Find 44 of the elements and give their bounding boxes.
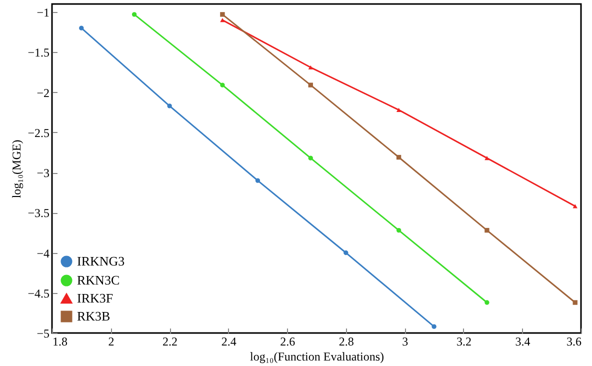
point bbox=[484, 300, 490, 305]
point bbox=[396, 228, 402, 233]
point bbox=[79, 26, 84, 30]
x-tick-label: 2.8 bbox=[338, 334, 354, 348]
point bbox=[132, 12, 137, 17]
legend-label: RK3B bbox=[77, 308, 111, 324]
y-axis-title: log₁₀(MGE) bbox=[10, 140, 24, 198]
point bbox=[167, 104, 172, 108]
legend-label: IRK3F bbox=[77, 290, 114, 306]
y-tick-label: −3.5 bbox=[28, 206, 50, 220]
point bbox=[484, 228, 490, 233]
point bbox=[396, 154, 402, 160]
y-tick-label: −2.5 bbox=[28, 126, 50, 140]
x-tick-label: 2 bbox=[108, 334, 114, 348]
x-tick-label: 3.6 bbox=[566, 334, 582, 348]
y-tick-label: −5 bbox=[36, 326, 50, 340]
point bbox=[432, 324, 436, 329]
point bbox=[396, 108, 402, 112]
x-tick-label: 2.6 bbox=[280, 334, 296, 348]
x-tick-label: 3.4 bbox=[515, 334, 530, 348]
point bbox=[255, 178, 260, 183]
point bbox=[220, 82, 225, 88]
x-tick-label: 3.2 bbox=[456, 334, 472, 348]
x-tick-label: 2.2 bbox=[162, 334, 178, 348]
x-tick-label: 1.8 bbox=[52, 334, 68, 348]
y-tick-label: −2 bbox=[36, 86, 50, 100]
y-tick-label: −1.5 bbox=[28, 46, 50, 60]
x-tick-label: 2.4 bbox=[221, 334, 236, 348]
x-tick-label: 3 bbox=[402, 334, 408, 348]
point bbox=[308, 82, 313, 88]
point bbox=[572, 300, 578, 305]
point bbox=[220, 12, 225, 17]
legend-label: RKN3C bbox=[77, 272, 120, 288]
legend-label: IRKNG3 bbox=[77, 254, 125, 268]
y-tick-label: −4 bbox=[36, 246, 50, 260]
x-axis-title: log₁₀(Function Evaluations) bbox=[250, 350, 384, 364]
y-tick-label: −1 bbox=[36, 6, 50, 20]
point bbox=[484, 156, 490, 160]
point bbox=[344, 250, 348, 256]
point bbox=[308, 65, 313, 70]
point bbox=[220, 18, 225, 22]
y-tick-label: −4.5 bbox=[28, 286, 50, 300]
point bbox=[308, 156, 313, 160]
y-tick-label: −3 bbox=[36, 166, 50, 180]
